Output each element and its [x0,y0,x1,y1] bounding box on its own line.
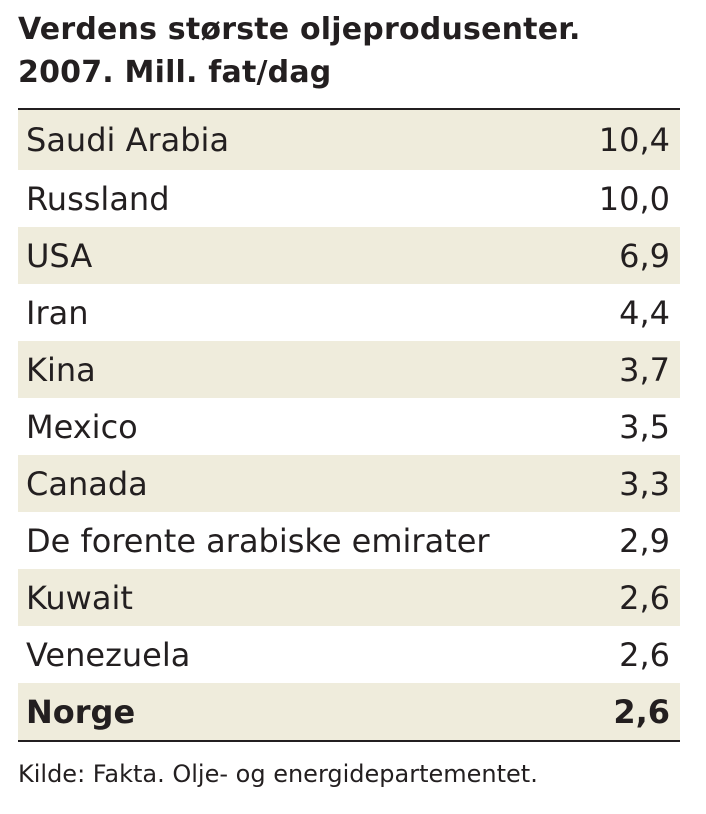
title: Verdens største oljeprodusenter. 2007. M… [18,8,581,94]
title-line: Verdens største oljeprodusenter. [18,12,581,47]
table-row: De forente arabiske emirater 2,9 [18,512,680,569]
value: 3,3 [619,464,670,503]
table-row: USA 6,9 [18,227,680,284]
table-row: Saudi Arabia 10,4 [18,110,680,170]
value: 10,0 [598,179,670,218]
country: Canada [26,464,148,503]
table-row: Venezuela 2,6 [18,626,680,683]
table-row: Canada 3,3 [18,455,680,512]
country: USA [26,236,93,275]
table-row: Kuwait 2,6 [18,569,680,626]
table-row: Russland 10,0 [18,170,680,227]
title-line: 2007. Mill. fat/dag [18,55,332,90]
value: 2,6 [613,692,670,731]
country: Kina [26,350,96,389]
country: De forente arabiske emirater [26,521,490,560]
value: 2,6 [619,635,670,674]
table-row: Norge 2,6 [18,683,680,740]
country: Kuwait [26,578,133,617]
value: 2,9 [619,521,670,560]
country: Venezuela [26,635,191,674]
country: Iran [26,293,89,332]
value: 2,6 [619,578,670,617]
table-row: Mexico 3,5 [18,398,680,455]
country: Mexico [26,407,138,446]
value: 4,4 [619,293,670,332]
table-row: Iran 4,4 [18,284,680,341]
country: Norge [26,692,136,731]
country: Russland [26,179,170,218]
value: 3,5 [619,407,670,446]
country: Saudi Arabia [26,121,230,159]
source: Kilde: Fakta. Olje- og energidepartement… [18,760,538,788]
value: 10,4 [598,121,670,159]
table: Saudi Arabia 10,4 Russland 10,0 USA 6,9 Iran 4,… [18,108,680,742]
value: 6,9 [619,236,670,275]
table-row: Kina 3,7 [18,341,680,398]
value: 3,7 [619,350,670,389]
